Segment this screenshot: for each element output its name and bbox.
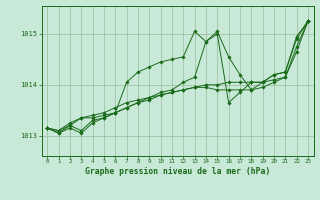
X-axis label: Graphe pression niveau de la mer (hPa): Graphe pression niveau de la mer (hPa) bbox=[85, 167, 270, 176]
